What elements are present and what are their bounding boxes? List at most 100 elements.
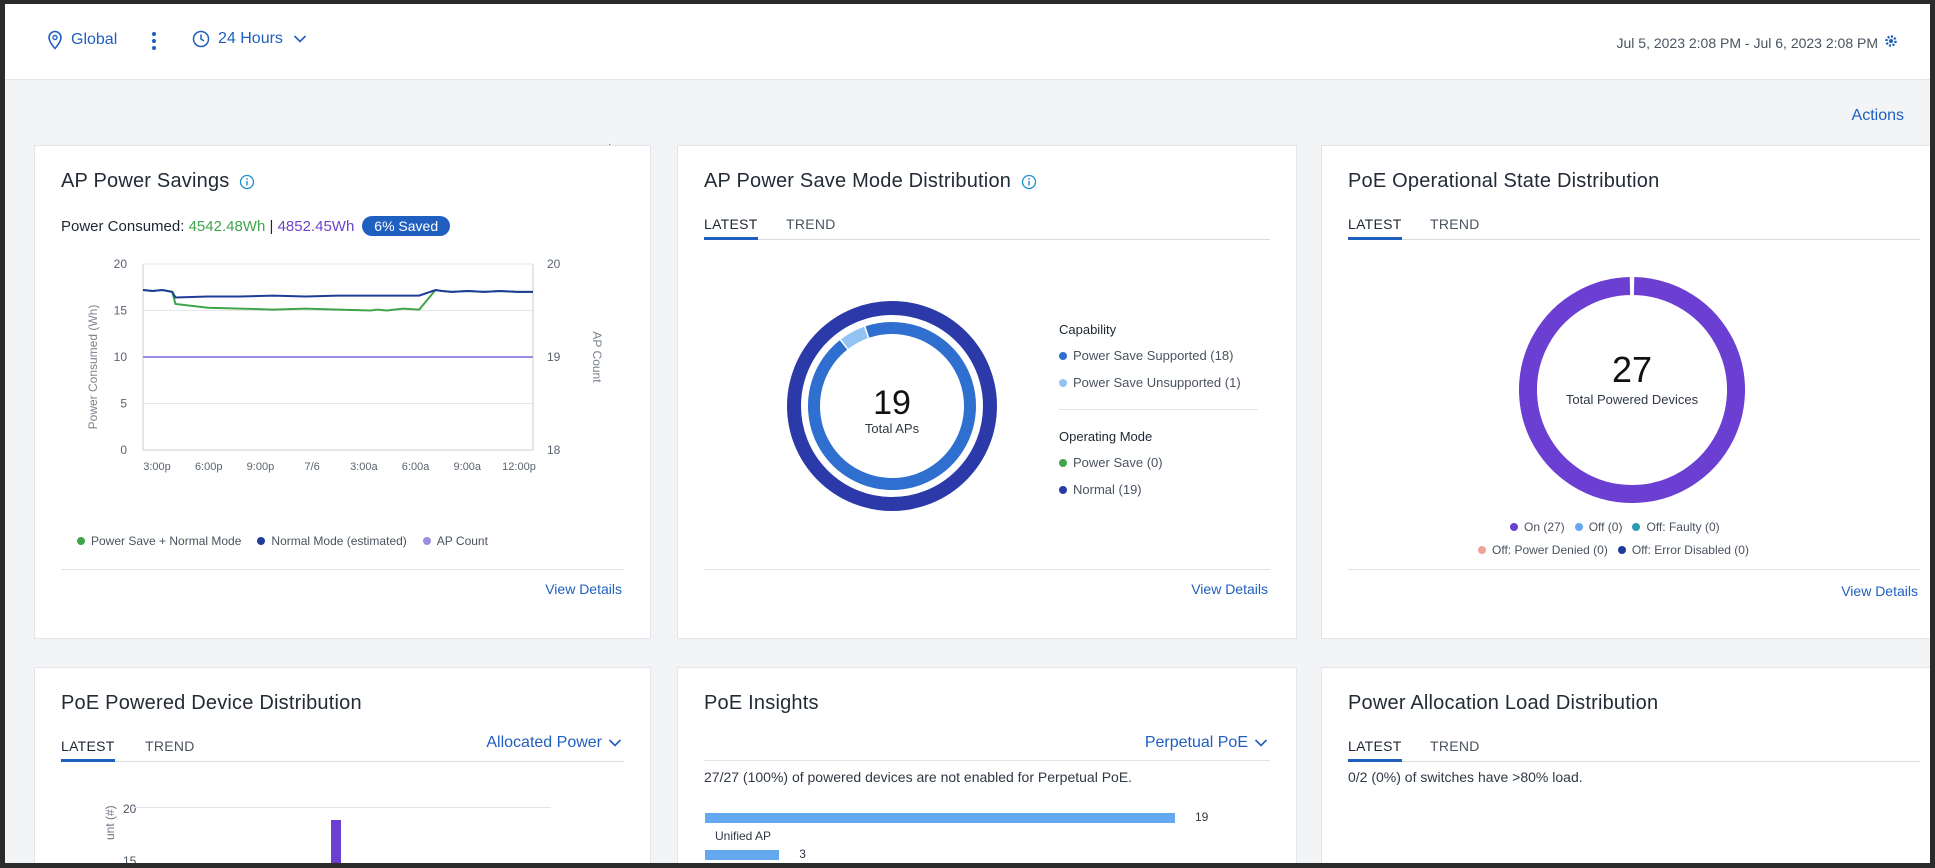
x-tick-label: 6:00a [402, 461, 430, 473]
poe-insights-card: PoE Insights Perpetual PoE 27/27 (100%) … [677, 667, 1298, 863]
tab-latest[interactable]: LATEST [1348, 738, 1402, 762]
clock-icon [192, 30, 210, 48]
dropdown-label: Allocated Power [486, 734, 602, 751]
separator: | [269, 217, 274, 235]
series-line[interactable] [142, 288, 533, 312]
info-icon[interactable] [239, 174, 255, 190]
card-title-text: AP Power Save Mode Distribution [704, 170, 1012, 192]
legend-label: Power Save + Normal Mode [91, 534, 242, 548]
legend-item[interactable]: Off (0) [1574, 520, 1622, 534]
poe-state-legend-row-1: On (27) Off (0) Off: Faulty (0) [1510, 520, 1730, 534]
card-title: Power Allocation Load Distribution [1348, 692, 1659, 714]
power-estimated-value: 4852.45Wh [277, 217, 355, 235]
tab-trend[interactable]: TREND [786, 216, 836, 232]
divider [1348, 569, 1920, 570]
legend-item[interactable]: Power Save + Normal Mode [77, 534, 241, 548]
tab-trend[interactable]: TREND [1430, 216, 1480, 232]
divider [704, 569, 1270, 570]
insight-bar[interactable] [705, 850, 780, 860]
legend-item[interactable]: Off: Power Denied (0) [1478, 543, 1608, 557]
y2-tick-label: 19 [547, 350, 561, 364]
actions-button[interactable]: Actions [1851, 107, 1904, 124]
donut-segment[interactable] [787, 301, 997, 511]
x-tick-label: 12:00p [502, 461, 536, 473]
more-options-icon[interactable] [151, 32, 157, 52]
donut-segment[interactable] [841, 326, 869, 349]
ap-power-savings-card: AP Power Savings Power Consumed: 4542.48… [34, 145, 651, 639]
card-title: PoE Insights [704, 692, 819, 714]
y-tick-label: 15 [123, 854, 137, 868]
tab-latest[interactable]: LATEST [61, 738, 115, 762]
location-selector[interactable]: Global [47, 30, 117, 50]
capability-legend-item[interactable]: Power Save Supported (18) [1059, 348, 1233, 363]
view-details-link[interactable]: View Details [1841, 583, 1918, 599]
legend-label: Off: Error Disabled (0) [1631, 543, 1749, 557]
y-axis-label: Power Consumed (Wh) [86, 305, 100, 430]
view-details-link[interactable]: View Details [545, 581, 622, 597]
series-line[interactable] [142, 289, 533, 299]
y-tick-label: 5 [120, 397, 127, 411]
insights-bar-chart: 19 Unified AP 3 [678, 668, 1298, 863]
saved-badge: 6% Saved [362, 216, 451, 236]
mode-legend-item[interactable]: Normal (19) [1059, 482, 1142, 497]
power-allocation-load-card: Power Allocation Load Distribution LATES… [1321, 667, 1930, 863]
legend-item[interactable]: On (27) [1510, 520, 1565, 534]
y2-axis-label: AP Count [590, 331, 604, 383]
tab-latest[interactable]: LATEST [1348, 216, 1402, 240]
time-range-text: Jul 5, 2023 2:08 PM - Jul 6, 2023 2:08 P… [1616, 35, 1879, 51]
chart-bar[interactable] [331, 820, 341, 863]
tab-bar: LATEST TREND [61, 738, 624, 762]
donut-segment[interactable] [793, 307, 991, 505]
power-chart-legend: Power Save + Normal Mode Normal Mode (es… [77, 534, 504, 548]
x-tick-label: 9:00a [454, 461, 482, 473]
ap-mode-donut[interactable]: 19 Total APs [772, 286, 1012, 526]
donut-segment[interactable] [1519, 277, 1745, 503]
legend-item[interactable]: Normal Mode (estimated) [257, 534, 407, 548]
poe-state-legend-row-2: Off: Power Denied (0) Off: Error Disable… [1478, 543, 1759, 557]
y-tick-label: 20 [114, 257, 128, 271]
tab-trend[interactable]: TREND [1430, 738, 1480, 754]
donut-center-label: Total Powered Devices [1566, 392, 1699, 407]
chevron-down-icon [608, 739, 622, 747]
chevron-down-icon [1254, 739, 1268, 747]
legend-label: Off: Power Denied (0) [1492, 543, 1608, 557]
tab-trend[interactable]: TREND [145, 738, 195, 754]
bar-category-label: Unified AP [715, 829, 772, 843]
legend-item[interactable]: Off: Error Disabled (0) [1617, 543, 1749, 557]
y2-tick-label: 18 [547, 443, 561, 457]
gridline [131, 807, 551, 808]
poe-powered-device-card: PoE Powered Device Distribution LATEST T… [34, 667, 651, 868]
y-tick-label: 0 [120, 443, 127, 457]
legend-label: Normal Mode (estimated) [271, 534, 407, 548]
card-title: AP Power Savings [61, 170, 255, 193]
legend-item[interactable]: Off: Faulty (0) [1632, 520, 1720, 534]
allocated-power-dropdown[interactable]: Allocated Power [486, 734, 622, 752]
info-icon[interactable] [1021, 174, 1037, 190]
tab-bar: LATEST TREND [1348, 738, 1920, 762]
load-summary: 0/2 (0%) of switches have >80% load. [1348, 769, 1583, 785]
perpetual-poe-dropdown[interactable]: Perpetual PoE [1145, 734, 1268, 752]
power-consumed-label: Power Consumed: [61, 217, 185, 235]
legend-label: Power Save (0) [1073, 455, 1163, 470]
power-consumed-line: Power Consumed: 4542.48Wh | 4852.45Wh 6%… [61, 216, 451, 236]
poe-operational-state-card: PoE Operational State Distribution LATES… [1321, 145, 1930, 639]
power-consumed-value: 4542.48Wh [188, 217, 266, 235]
tab-bar: LATEST TREND [1348, 216, 1920, 240]
time-window-selector[interactable]: 24 Hours [192, 30, 315, 48]
legend-label: Power Save Unsupported (1) [1073, 375, 1241, 390]
y-tick-label: 10 [114, 350, 128, 364]
gear-icon[interactable] [1884, 34, 1898, 48]
view-details-link[interactable]: View Details [1191, 581, 1268, 597]
legend-item[interactable]: AP Count [422, 534, 488, 548]
y2-tick-label: 20 [547, 257, 561, 271]
tab-latest[interactable]: LATEST [704, 216, 758, 240]
mode-legend-item[interactable]: Power Save (0) [1059, 455, 1163, 470]
chevron-down-icon [293, 35, 306, 43]
poe-state-donut[interactable]: 27 Total Powered Devices [1512, 270, 1752, 510]
location-label: Global [71, 31, 118, 48]
capability-legend-item[interactable]: Power Save Unsupported (1) [1059, 375, 1241, 390]
insight-bar[interactable] [705, 813, 1175, 823]
x-tick-label: 3:00p [143, 461, 171, 473]
power-savings-chart: 0 5 10 15 20 18 19 20 3:00p 6:00p 9:00p 7/6 3:00a 6:0… [86, 257, 604, 473]
